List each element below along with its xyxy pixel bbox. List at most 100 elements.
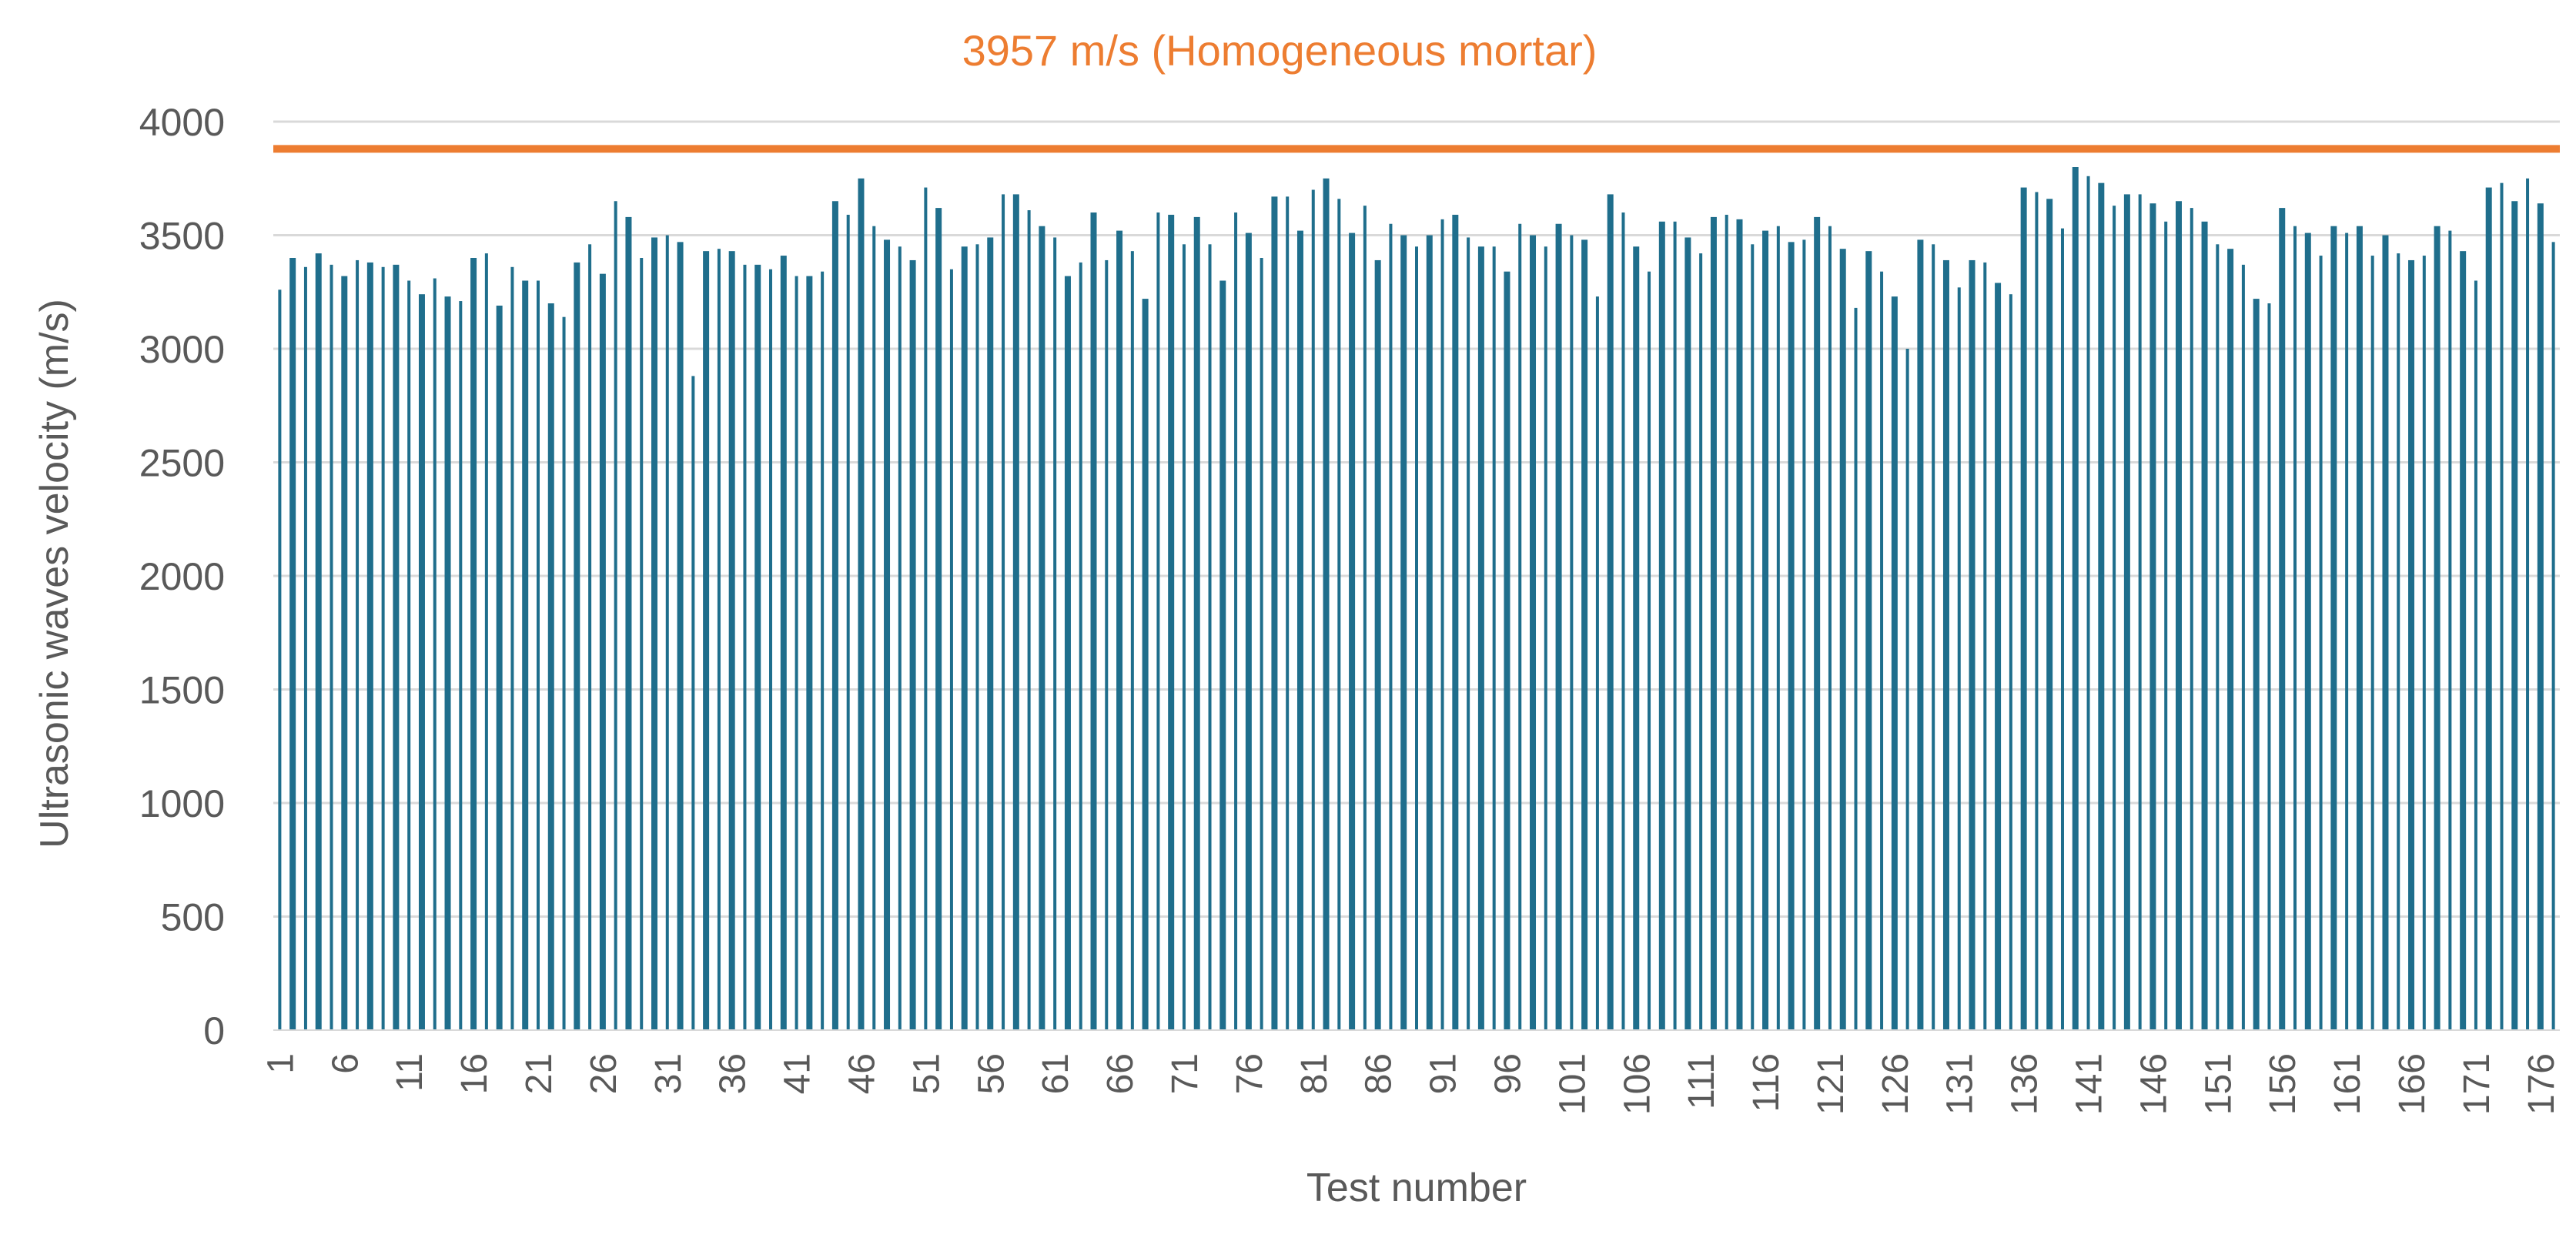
bar-test-56: [987, 237, 994, 1031]
bar-test-17: [484, 253, 488, 1031]
y-tick-label: 3500: [139, 215, 225, 258]
bar-test-6: [341, 276, 348, 1031]
bar-test-73: [1208, 244, 1212, 1030]
bar-test-20: [522, 280, 529, 1030]
bar-test-34: [703, 251, 710, 1030]
bar-test-37: [743, 264, 747, 1031]
bar-test-11: [407, 280, 411, 1030]
x-tick-label: 26: [584, 1053, 624, 1094]
x-tick-label: 81: [1294, 1053, 1335, 1094]
bar-test-59: [1027, 210, 1031, 1030]
bar-test-86: [1374, 259, 1381, 1030]
bar-test-25: [588, 244, 592, 1030]
x-tick-label: 156: [2263, 1053, 2303, 1115]
bar-test-21: [536, 280, 540, 1030]
bar-test-135: [2009, 294, 2012, 1030]
bar-test-83: [1337, 199, 1341, 1030]
bar-test-137: [2035, 192, 2039, 1031]
bar-test-32: [677, 242, 684, 1031]
bar-test-110: [1684, 237, 1691, 1031]
x-tick-label: 1: [260, 1053, 301, 1074]
bar-test-29: [640, 258, 644, 1030]
bar-test-47: [872, 226, 876, 1031]
bar-test-95: [1492, 246, 1496, 1030]
bar-test-30: [651, 237, 657, 1031]
x-tick-label: 126: [1875, 1053, 1916, 1115]
bar-test-68: [1142, 299, 1149, 1031]
bar-test-112: [1710, 216, 1717, 1030]
bar-test-138: [2046, 199, 2053, 1030]
x-tick-label: 56: [971, 1053, 1012, 1094]
bar-test-7: [356, 259, 360, 1030]
y-axis-ticks: 0 500 1000 1500 2000 2500 3000 3500 4000: [139, 101, 225, 1052]
bar-test-131: [1957, 287, 1961, 1031]
y-tick-label: 1500: [139, 669, 225, 712]
x-tick-label: 166: [2392, 1053, 2433, 1115]
x-tick-label: 151: [2198, 1053, 2239, 1115]
bar-test-61: [1053, 237, 1057, 1031]
bar-test-3: [303, 266, 307, 1030]
bar-test-144: [2123, 194, 2130, 1030]
bar-test-16: [470, 258, 477, 1030]
x-tick-label: 146: [2133, 1053, 2174, 1115]
bar-test-157: [2293, 226, 2297, 1031]
bar-test-80: [1296, 230, 1303, 1031]
bar-test-96: [1504, 271, 1510, 1030]
x-tick-label: 31: [648, 1053, 689, 1094]
bar-test-99: [1544, 246, 1547, 1030]
x-tick-label: 141: [2069, 1053, 2110, 1115]
bar-test-22: [547, 303, 554, 1030]
bar-test-139: [2060, 228, 2064, 1030]
bar-test-143: [2113, 206, 2116, 1030]
bar-test-128: [1917, 239, 1924, 1030]
bar-series: [278, 167, 2555, 1031]
bar-test-31: [665, 235, 669, 1030]
x-tick-label: 6: [325, 1053, 366, 1074]
x-tick-label: 116: [1746, 1053, 1787, 1113]
bar-test-150: [2201, 221, 2208, 1030]
bar-test-154: [2253, 299, 2260, 1031]
bar-test-13: [433, 278, 437, 1030]
bar-test-105: [1621, 212, 1625, 1030]
bar-test-89: [1415, 246, 1418, 1030]
bar-test-23: [562, 316, 566, 1030]
bar-test-130: [1942, 259, 1949, 1030]
bar-test-127: [1905, 349, 1909, 1030]
x-tick-label: 161: [2327, 1053, 2368, 1115]
bar-test-107: [1648, 271, 1651, 1030]
bar-test-101: [1570, 235, 1574, 1030]
bar-test-140: [2072, 167, 2079, 1030]
bar-test-102: [1581, 239, 1588, 1030]
bar-test-141: [2086, 176, 2090, 1030]
bar-test-76: [1245, 233, 1252, 1030]
bar-test-52: [935, 208, 942, 1031]
bar-test-44: [831, 201, 838, 1030]
bar-test-114: [1736, 219, 1743, 1031]
bar-test-90: [1426, 235, 1433, 1030]
bar-test-162: [2356, 226, 2363, 1031]
bar-test-148: [2176, 201, 2182, 1030]
bar-test-18: [496, 305, 503, 1030]
bar-test-156: [2279, 208, 2286, 1031]
bar-test-9: [381, 266, 385, 1030]
x-tick-label: 66: [1100, 1053, 1141, 1094]
bar-test-106: [1633, 246, 1640, 1030]
x-tick-label: 91: [1423, 1053, 1464, 1094]
bar-test-45: [846, 214, 850, 1031]
bar-test-78: [1271, 196, 1278, 1031]
bar-test-155: [2267, 303, 2271, 1030]
bar-test-146: [2149, 203, 2156, 1031]
bar-test-118: [1788, 242, 1795, 1031]
bar-test-38: [754, 264, 761, 1031]
x-tick-label: 61: [1035, 1053, 1076, 1094]
bar-test-94: [1477, 246, 1484, 1030]
bar-test-165: [2397, 253, 2400, 1031]
bar-test-79: [1286, 196, 1290, 1031]
bar-test-66: [1116, 230, 1123, 1031]
bar-test-70: [1168, 214, 1175, 1031]
bar-test-85: [1363, 206, 1367, 1030]
reference-line-label: 3957 m/s (Homogeneous mortar): [962, 26, 1597, 75]
bar-test-74: [1219, 280, 1226, 1030]
bar-test-168: [2434, 226, 2441, 1031]
bar-test-117: [1776, 226, 1780, 1031]
